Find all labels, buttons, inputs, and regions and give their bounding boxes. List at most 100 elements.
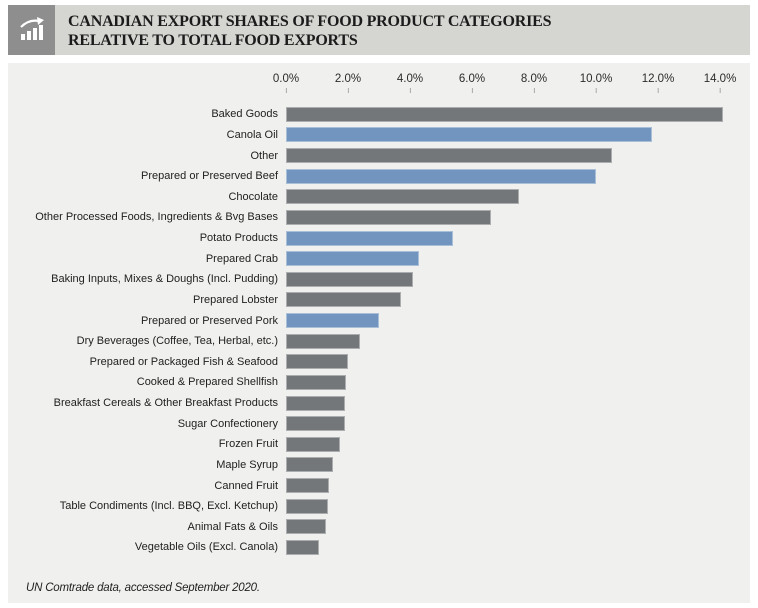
bar-chart-rising-icon [8,5,55,55]
bar-track [286,374,750,390]
bar-row: Prepared Lobster [8,290,750,311]
x-axis-tick-mark [657,88,659,93]
x-axis-tick-mark [409,88,411,93]
x-axis-tick-mark [533,88,535,93]
x-axis-tick: 4.0% [397,73,423,93]
category-label: Frozen Fruit [218,438,278,451]
x-axis-tick: 10.0% [579,73,613,93]
category-label: Baked Goods [211,108,278,121]
bar [286,313,379,329]
category-label: Prepared or Preserved Pork [141,314,278,327]
chart-header: CANADIAN EXPORT SHARES OF FOOD PRODUCT C… [8,5,750,55]
bar [286,354,348,370]
bar-track [286,106,750,122]
category-label: Prepared Lobster [193,293,278,306]
bar [286,106,724,122]
bar-row: Baked Goods [8,104,750,125]
bar-track [286,313,750,329]
bar [286,478,330,494]
bar-chart-rising-glyph [19,17,44,40]
category-label: Vegetable Oils (Excl. Canola) [134,541,278,554]
bar-track [286,127,750,143]
x-axis-tick-label: 10.0% [579,73,613,85]
bar-track [286,478,750,494]
x-axis-tick-label: 6.0% [458,73,486,85]
x-axis-tick: 8.0% [521,73,547,93]
bar-track [286,519,750,535]
bar [286,374,347,390]
bar [286,209,491,225]
bar-row: Other Processed Foods, Ingredients & Bvg… [8,207,750,228]
bar-row: Frozen Fruit [8,434,750,455]
bar-row: Vegetable Oils (Excl. Canola) [8,537,750,558]
bar [286,457,333,473]
bar-track [286,189,750,205]
source-note: UN Comtrade data, accessed September 202… [26,582,260,594]
bar-row: Prepared Crab [8,248,750,269]
chart-title: CANADIAN EXPORT SHARES OF FOOD PRODUCT C… [55,5,552,55]
bar-track [286,457,750,473]
bar [286,127,652,143]
category-label: Other Processed Foods, Ingredients & Bvg… [35,211,278,224]
x-axis-tick-mark [471,88,473,93]
bar-rows: Baked Goods Canola Oil Other Prepared or… [8,104,750,558]
bar-row: Canola Oil [8,125,750,146]
bar-row: Other [8,145,750,166]
bar [286,271,414,287]
bar-track [286,209,750,225]
bar-track [286,230,750,246]
x-axis: 0.0% 2.0% 4.0% 6.0% 8.0% 10.0% 12.0% 14.… [8,63,750,103]
bar-row: Prepared or Preserved Beef [8,166,750,187]
bar-row: Table Condiments (Incl. BBQ, Excl. Ketch… [8,496,750,517]
bar [286,292,401,308]
category-label: Canola Oil [226,128,278,141]
category-label: Prepared Crab [205,252,278,265]
bar-row: Maple Syrup [8,455,750,476]
category-label: Table Condiments (Incl. BBQ, Excl. Ketch… [59,500,278,513]
bar-row: Dry Beverages (Coffee, Tea, Herbal, etc.… [8,331,750,352]
x-axis-tick: 0.0% [273,73,299,93]
x-axis-tick-label: 4.0% [396,73,424,85]
category-label: Dry Beverages (Coffee, Tea, Herbal, etc.… [76,335,278,348]
bar [286,189,519,205]
bar-track [286,333,750,349]
bar [286,416,345,432]
x-axis-tick-label: 12.0% [641,73,675,85]
bar-row: Prepared or Preserved Pork [8,310,750,331]
bar-row: Chocolate [8,187,750,208]
bar [286,168,596,184]
bar-track [286,251,750,267]
bar-track [286,436,750,452]
bar-track [286,292,750,308]
bar-row: Prepared or Packaged Fish & Seafood [8,352,750,373]
bar-row: Baking Inputs, Mixes & Doughs (Incl. Pud… [8,269,750,290]
bar [286,539,319,555]
bar [286,230,454,246]
x-axis-tick-label: 8.0% [520,73,548,85]
x-axis-tick-label: 0.0% [272,73,300,85]
bar [286,519,327,535]
category-label: Prepared or Preserved Beef [141,170,278,183]
category-label: Canned Fruit [214,479,278,492]
bar-track [286,354,750,370]
bar [286,251,420,267]
bar-row: Sugar Confectionery [8,413,750,434]
bar-row: Animal Fats & Oils [8,517,750,538]
category-label: Cooked & Prepared Shellfish [136,376,278,389]
category-label: Potato Products [199,232,278,245]
bar-row: Cooked & Prepared Shellfish [8,372,750,393]
chart-title-line1: CANADIAN EXPORT SHARES OF FOOD PRODUCT C… [68,13,552,30]
bar-row: Potato Products [8,228,750,249]
bar-track [286,539,750,555]
bar-row: Breakfast Cereals & Other Breakfast Prod… [8,393,750,414]
category-label: Other [250,149,278,162]
bar [286,333,361,349]
category-label: Baking Inputs, Mixes & Doughs (Incl. Pud… [51,273,278,286]
bar-track [286,148,750,164]
bar-track [286,498,750,514]
category-label: Prepared or Packaged Fish & Seafood [89,355,278,368]
bar-track [286,416,750,432]
x-axis-tick-label: 2.0% [334,73,362,85]
x-axis-tick: 6.0% [459,73,485,93]
x-axis-tick-mark [719,88,721,93]
